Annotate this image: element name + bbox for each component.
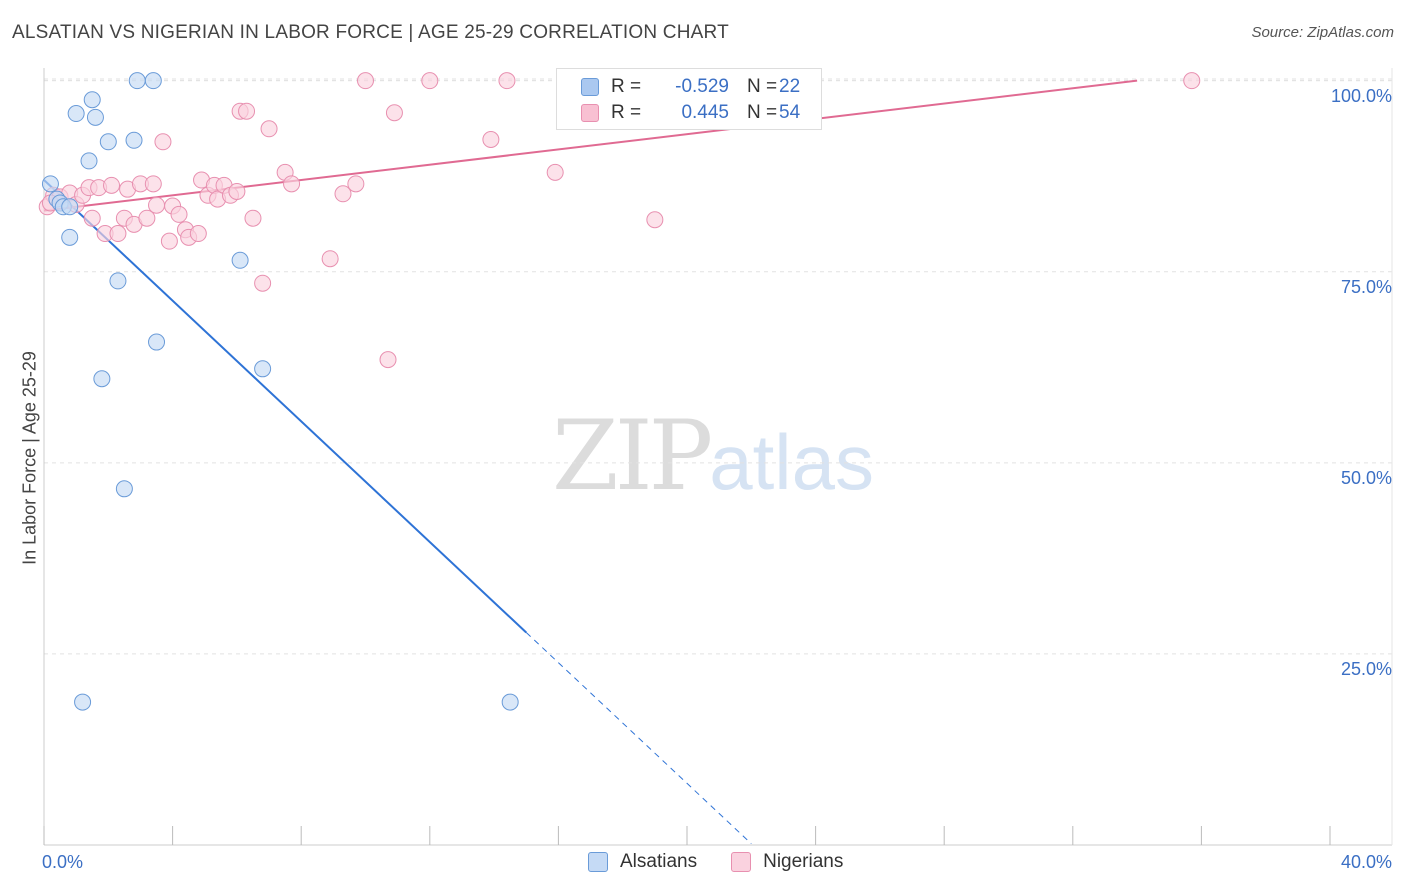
nigerians-point-47 (482, 130, 500, 148)
y-tick-label-100: 100.0% (1330, 86, 1392, 106)
r-value: 0.445 (681, 102, 729, 123)
alsatians-point-7 (74, 693, 92, 711)
alsatians-point-11 (93, 370, 111, 388)
nigerians-point-46 (421, 72, 439, 90)
alsatians-point-5 (61, 228, 79, 246)
nigerians-point-18 (148, 196, 166, 214)
n-value: 22 (779, 76, 801, 97)
x-tick-label-min: 0.0% (42, 852, 84, 872)
alsatians-trend-line (43, 179, 527, 634)
nigerians-point-51 (646, 211, 664, 229)
nigerians-point-49 (546, 163, 564, 181)
alsatians-point-12 (99, 133, 117, 151)
y-tick-label-75: 75.0% (1340, 277, 1392, 297)
gridlines (44, 78, 1392, 655)
watermark: ZIPatlas (552, 400, 874, 512)
nigerians-point-16 (138, 209, 156, 227)
alsatians-point-0 (41, 175, 59, 193)
y-tick-label-50: 50.0% (1340, 468, 1392, 488)
nigerians-point-42 (347, 175, 365, 193)
alsatians-point-18 (148, 333, 166, 351)
alsatians-point-4 (61, 198, 79, 216)
nigerians-point-44 (379, 351, 397, 369)
data-points (38, 72, 1201, 711)
nigerians-point-32 (228, 182, 246, 200)
legend-item-alsatians[interactable]: Alsatians (588, 851, 697, 873)
nigerians-point-19 (154, 133, 172, 151)
alsatians-point-6 (67, 105, 85, 123)
legend-label-alsatians: Alsatians (620, 851, 698, 872)
nigerians-point-22 (170, 205, 188, 223)
legend-label-nigerians: Nigerians (763, 851, 844, 872)
legend-item-nigerians[interactable]: Nigerians (731, 851, 843, 873)
watermark-zip: ZIP (552, 400, 713, 512)
nigerians-point-48 (498, 72, 516, 90)
nigerians-legend-swatch (731, 852, 752, 872)
series-legend: Alsatians Nigerians (588, 851, 877, 873)
correlation-legend: R = -0.529 N = 22 R = 0.445 N = 54 (556, 68, 822, 130)
x-tick-label-max: 40.0% (1340, 852, 1392, 872)
alsatians-point-15 (125, 131, 143, 149)
alsatians-point-10 (86, 108, 104, 126)
alsatians-point-21 (501, 693, 519, 711)
nigerians-point-43 (357, 72, 374, 90)
alsatians-point-19 (231, 251, 249, 269)
nigerians-point-39 (283, 175, 301, 193)
nigerians-swatch (581, 104, 599, 122)
nigerians-point-40 (321, 250, 339, 268)
nigerians-point-10 (103, 176, 121, 194)
alsatians-point-14 (115, 480, 133, 498)
axes (43, 68, 1393, 846)
alsatians-point-8 (80, 152, 98, 170)
source-label: Source: ZipAtlas.com (1251, 24, 1394, 41)
nigerians-point-7 (83, 209, 101, 227)
nigerians-point-36 (254, 274, 272, 292)
nigerians-point-11 (109, 225, 127, 243)
nigerians-point-17 (144, 175, 162, 193)
alsatians-swatch (581, 78, 599, 96)
n-label: N = (747, 102, 778, 123)
r-label: R = (611, 76, 642, 97)
alsatians-point-9 (83, 91, 101, 109)
watermark-atlas: atlas (709, 418, 874, 506)
y-tick-label-25: 25.0% (1340, 659, 1392, 679)
r-label: R = (611, 102, 642, 123)
nigerians-point-37 (260, 120, 278, 138)
nigerians-point-45 (385, 104, 403, 122)
nigerians-point-41 (334, 185, 352, 203)
alsatians-point-20 (254, 360, 272, 378)
n-value: 54 (779, 102, 801, 123)
alsatians-point-16 (128, 72, 146, 90)
alsatians-point-13 (109, 272, 127, 290)
r-value: -0.529 (675, 76, 729, 97)
legend-row-alsatians: R = -0.529 N = 22 (581, 75, 800, 99)
nigerians-point-52 (1183, 72, 1201, 90)
alsatians-trend-extension (525, 632, 752, 845)
y-axis-title: In Labor Force | Age 25-29 (19, 351, 40, 565)
nigerians-point-35 (244, 209, 262, 227)
alsatians-legend-swatch (588, 852, 608, 872)
legend-row-nigerians: R = 0.445 N = 54 (581, 101, 800, 125)
alsatians-point-17 (144, 72, 162, 90)
n-label: N = (747, 76, 778, 97)
nigerians-point-25 (189, 225, 207, 243)
nigerians-point-20 (160, 232, 178, 250)
chart-title: ALSATIAN VS NIGERIAN IN LABOR FORCE | AG… (12, 22, 729, 43)
nigerians-point-34 (238, 102, 256, 120)
